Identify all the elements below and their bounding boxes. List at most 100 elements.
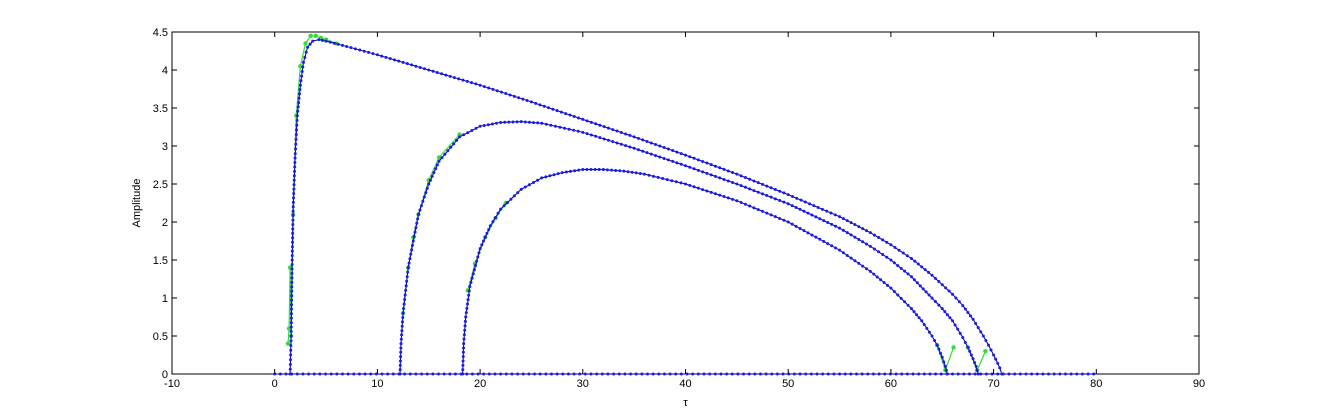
theory-marker [401,316,405,320]
theory-marker [371,52,375,56]
theory-marker [291,223,295,227]
theory-marker [665,178,669,182]
theory-marker [605,168,609,172]
theory-marker [461,368,465,372]
theory-marker [636,148,640,152]
baseline-marker [295,372,299,376]
theory-marker [527,120,531,124]
baseline-marker [979,372,983,376]
baseline-marker [770,372,774,376]
theory-marker [589,133,593,137]
baseline-marker [414,372,418,376]
theory-marker [462,133,466,137]
simulation-point [983,349,988,354]
theory-marker [491,87,495,91]
theory-marker [968,349,972,353]
theory-marker [652,174,656,178]
theory-marker [291,205,295,209]
baseline-marker [1007,372,1011,376]
baseline-marker [736,372,740,376]
theory-marker [290,276,294,280]
x-tick-label: 40 [679,378,691,390]
theory-marker [289,339,293,343]
theory-marker [295,118,299,122]
theory-marker [478,247,482,251]
theory-marker [713,174,717,178]
theory-marker [523,185,527,189]
theory-marker [581,117,585,121]
theory-marker [406,266,410,270]
baseline-marker [482,372,486,376]
baseline-marker [318,372,322,376]
baseline-marker [984,372,988,376]
theory-marker [790,194,794,198]
theory-marker [560,171,564,175]
theory-marker [705,161,709,165]
baseline-marker [1058,372,1062,376]
theory-marker [630,170,634,174]
baseline-marker [312,372,316,376]
theory-marker [295,128,299,132]
theory-marker [778,216,782,220]
theory-marker [925,326,929,330]
theory-marker [803,200,807,204]
theory-marker [618,169,622,173]
baseline-marker [437,372,441,376]
theory-marker [861,227,865,231]
x-tick-label: 90 [1193,378,1205,390]
theory-marker [794,206,798,210]
theory-marker [291,240,295,244]
theory-marker [722,195,726,199]
baseline-marker [442,372,446,376]
theory-marker [628,145,632,149]
theory-marker [786,202,790,206]
theory-marker [790,204,794,208]
theory-marker [610,168,614,172]
theory-marker [443,152,447,156]
theory-marker [525,99,529,103]
x-tick-label: 0 [272,378,278,390]
theory-marker [822,219,826,223]
theory-marker [349,46,353,50]
baseline-marker [278,372,282,376]
baseline-marker [391,372,395,376]
theory-marker [290,298,294,302]
theory-marker [463,328,467,332]
theory-marker [875,275,879,279]
theory-marker [585,132,589,136]
theory-marker [585,119,589,123]
theory-marker [585,168,589,172]
baseline-marker [934,372,938,376]
theory-marker [930,334,934,338]
theory-marker [971,357,975,361]
baseline-marker [1024,372,1028,376]
theory-marker [544,175,548,179]
theory-marker [769,186,773,190]
theory-marker [810,213,814,217]
theory-marker [696,186,700,190]
theory-marker [996,361,1000,365]
theory-marker [624,132,628,136]
theory-marker [992,353,996,357]
theory-marker [448,74,452,78]
theory-marker [778,189,782,193]
theory-marker [499,120,503,124]
theory-marker [288,363,292,366]
baseline-marker [1080,372,1084,376]
theory-marker [674,180,678,184]
theory-marker [692,185,696,189]
baseline-marker [719,372,723,376]
theory-marker [986,343,990,347]
theory-marker [478,83,482,87]
baseline-marker [499,372,503,376]
theory-marker [841,217,845,221]
theory-marker [641,138,645,142]
theory-marker [519,187,523,191]
theory-marker [444,73,448,77]
baseline-marker [431,372,435,376]
theory-marker [713,192,717,196]
baseline-marker [860,372,864,376]
theory-marker [773,197,777,201]
theory-marker [572,128,576,132]
